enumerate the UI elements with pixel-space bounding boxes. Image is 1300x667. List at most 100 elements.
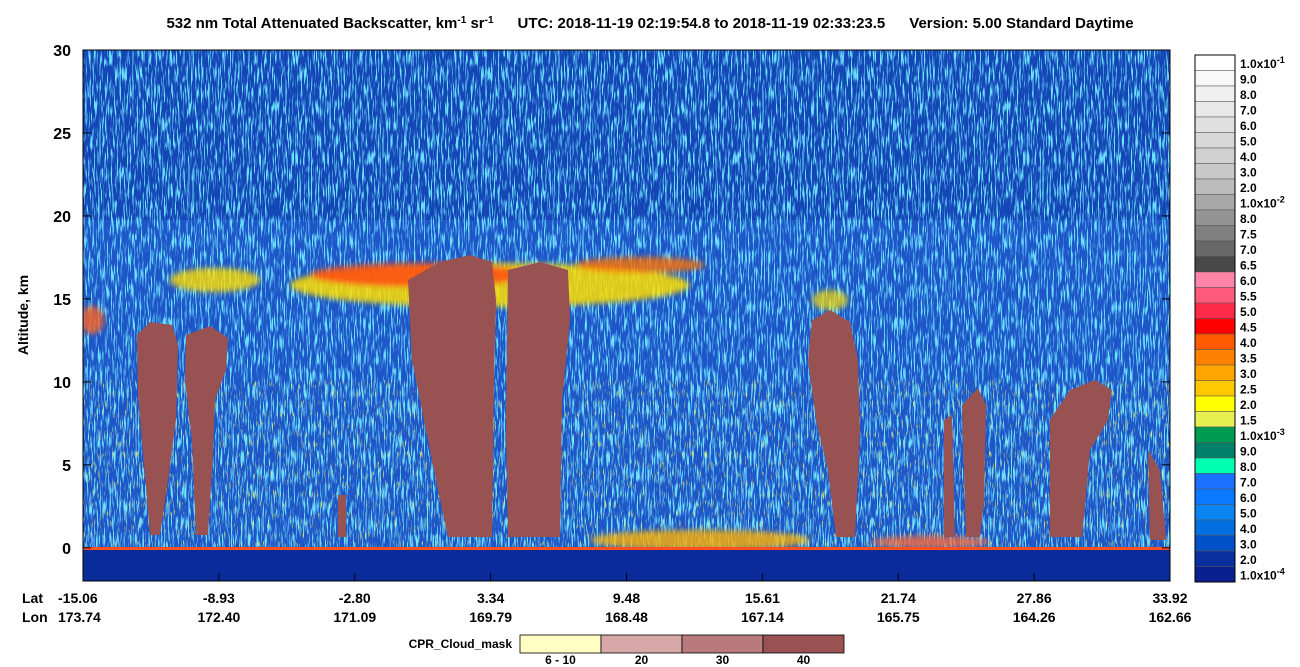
- lat-label: 9.48: [613, 590, 640, 606]
- colorbar-label: 3.0: [1240, 537, 1257, 551]
- y-axis-label: Altitude, km: [15, 275, 31, 355]
- colorbar-label-base: 1.0x10: [1240, 57, 1277, 71]
- colorbar-swatch: [1194, 504, 1236, 521]
- colorbar-label: 2.0: [1240, 398, 1257, 412]
- colorbar-swatch: [1194, 101, 1236, 118]
- cloud: [408, 255, 496, 537]
- colorbar-label: 9.0: [1240, 72, 1257, 86]
- colorbar-swatch: [1194, 519, 1236, 536]
- colorbar-swatch: [1194, 442, 1236, 459]
- colorbar-label: 7.0: [1240, 103, 1257, 117]
- colorbar-swatch: [1194, 488, 1236, 505]
- lon-label: 173.74: [58, 609, 101, 625]
- title-version: Version: 5.00 Standard Daytime: [909, 15, 1133, 32]
- cloud: [962, 388, 986, 537]
- colorbar-label: 1.0x10-1: [1240, 55, 1285, 71]
- surface-return: [83, 547, 1170, 550]
- colorbar-swatch: [1194, 395, 1236, 412]
- colorbar-label: 5.0: [1240, 305, 1257, 319]
- lat-label: 3.34: [477, 590, 504, 606]
- lat-label: 33.92: [1152, 590, 1187, 606]
- boundary-layer: [870, 536, 990, 548]
- colorbar-label: 1.0x10-3: [1240, 427, 1285, 443]
- colorbar-swatch: [1194, 380, 1236, 397]
- chart-title: 532 nm Total Attenuated Backscatter, km-…: [166, 15, 1133, 33]
- colorbar-swatch: [1194, 163, 1236, 180]
- colorbar-swatch: [1194, 70, 1236, 87]
- colorbar-swatch: [1194, 132, 1236, 149]
- colorbar-swatch: [1194, 426, 1236, 443]
- lon-label: 172.40: [197, 609, 240, 625]
- y-tick-label: 5: [62, 458, 71, 475]
- lat-label: 27.86: [1017, 590, 1052, 606]
- colorbar-label: 6.5: [1240, 258, 1257, 272]
- colorbar-label-exponent: -4: [1277, 566, 1285, 576]
- colorbar-swatch: [1194, 225, 1236, 242]
- colorbar-label: 4.0: [1240, 150, 1257, 164]
- colorbar-label-base: 1.0x10: [1240, 196, 1277, 210]
- lat-label: 21.74: [881, 590, 916, 606]
- colorbar-label: 4.5: [1240, 320, 1257, 334]
- lat-label: 15.61: [745, 590, 780, 606]
- colorbar-label: 2.0: [1240, 181, 1257, 195]
- y-tick-label: 10: [53, 375, 71, 392]
- y-tick-label: 20: [53, 209, 71, 226]
- cloud-mask-swatch: [519, 634, 602, 654]
- colorbar-swatch: [1194, 85, 1236, 102]
- colorbar-label: 1.0x10-4: [1240, 566, 1285, 582]
- colorbar-swatch: [1194, 566, 1236, 583]
- cloud: [808, 310, 860, 537]
- title-superscript: -1: [485, 15, 494, 26]
- colorbar-label-exponent: -3: [1277, 427, 1285, 437]
- colorbar-label: 3.0: [1240, 165, 1257, 179]
- lon-label: 162.66: [1149, 609, 1192, 625]
- cloud: [137, 322, 178, 535]
- boundary-layer: [590, 530, 810, 550]
- colorbar-label: 7.0: [1240, 243, 1257, 257]
- cirrus: [83, 306, 104, 334]
- colorbar-label: 4.0: [1240, 522, 1257, 536]
- colorbar-swatch: [1194, 256, 1236, 273]
- cloud: [506, 262, 570, 537]
- lat-label: -2.80: [339, 590, 371, 606]
- colorbar-swatch: [1194, 550, 1236, 567]
- lon-label: 168.48: [605, 609, 648, 625]
- x-row-label: Lat: [22, 590, 43, 606]
- colorbar-label: 3.5: [1240, 351, 1257, 365]
- colorbar-label: 2.0: [1240, 553, 1257, 567]
- lon-label: 165.75: [877, 609, 920, 625]
- colorbar-label-exponent: -1: [1277, 55, 1285, 65]
- colorbar-swatch: [1194, 240, 1236, 257]
- colorbar-swatch: [1194, 473, 1236, 490]
- cloud: [1050, 380, 1112, 537]
- colorbar-swatch: [1194, 54, 1236, 71]
- colorbar-label: 9.0: [1240, 444, 1257, 458]
- title-text: sr: [466, 15, 485, 32]
- colorbar-swatch: [1194, 194, 1236, 211]
- colorbar-swatch: [1194, 364, 1236, 381]
- colorbar-label: 8.0: [1240, 88, 1257, 102]
- lat-label: -15.06: [58, 590, 98, 606]
- y-tick-label: 25: [53, 126, 71, 143]
- lon-label: 167.14: [741, 609, 784, 625]
- cloud-mask-label: 20: [635, 653, 649, 667]
- cloud: [338, 495, 346, 537]
- colorbar-label-exponent: -2: [1277, 194, 1285, 204]
- cloud-mask-swatch: [600, 634, 683, 654]
- cloud-mask-label: 30: [716, 653, 730, 667]
- plot-area: [83, 50, 1170, 581]
- colorbar-label: 3.0: [1240, 367, 1257, 381]
- colorbar-label: 7.0: [1240, 475, 1257, 489]
- colorbar-swatch: [1194, 302, 1236, 319]
- colorbar-swatch: [1194, 178, 1236, 195]
- title-superscript: -1: [457, 15, 466, 26]
- title-utc: UTC: 2018-11-19 02:19:54.8 to 2018-11-19…: [518, 15, 886, 32]
- low-level-noise: [83, 380, 1170, 550]
- colorbar-swatch: [1194, 271, 1236, 288]
- cirrus: [812, 290, 848, 310]
- colorbar-swatch: [1194, 147, 1236, 164]
- colorbar-swatch: [1194, 535, 1236, 552]
- cloud-mask-title: CPR_Cloud_mask: [409, 637, 513, 651]
